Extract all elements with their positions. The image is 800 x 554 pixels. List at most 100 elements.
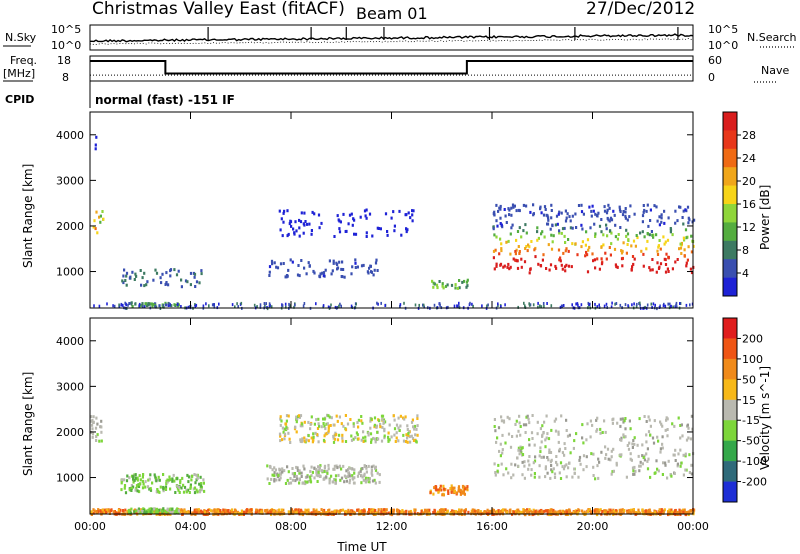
power-cell — [690, 250, 693, 254]
power-cell — [377, 227, 381, 230]
power-cell — [543, 305, 545, 308]
velocity-cell — [179, 479, 182, 483]
velocity-cell — [530, 473, 533, 477]
velocity-cell — [604, 456, 607, 460]
velocity-cell — [182, 490, 186, 494]
power-cell — [268, 265, 272, 269]
power-cell — [504, 303, 506, 307]
velocity-cell — [332, 440, 336, 444]
velocity-cell — [526, 510, 529, 513]
velocity-cell — [414, 439, 418, 443]
velocity-cell — [520, 510, 523, 514]
power-cell — [619, 226, 622, 229]
velocity-cell — [363, 511, 366, 514]
velocity-colorbar-label-3: 15 — [742, 394, 756, 407]
power-cell — [540, 305, 543, 309]
velocity-cell — [102, 510, 105, 514]
power-cell — [547, 243, 550, 247]
velocity-cell — [353, 476, 356, 480]
power-cell — [158, 304, 161, 308]
velocity-cell — [632, 469, 635, 473]
power-cell — [365, 231, 368, 235]
power-cell — [630, 244, 633, 248]
velocity-cell — [363, 474, 366, 478]
velocity-cell — [134, 476, 137, 480]
velocity-cell — [387, 439, 390, 443]
velocity-cell — [340, 467, 343, 471]
velocity-cell — [193, 491, 197, 495]
velocity-cell — [183, 485, 187, 489]
velocity-cell — [659, 450, 662, 454]
velocity-cell — [327, 414, 330, 418]
velocity-cell — [442, 484, 445, 488]
velocity-cell — [371, 479, 375, 483]
velocity-cell — [558, 471, 561, 475]
power-cell — [658, 265, 661, 269]
velocity-cell — [504, 441, 507, 445]
velocity-cell — [361, 467, 364, 470]
power-cell — [303, 211, 306, 215]
power-cell — [188, 305, 191, 309]
power-cell — [128, 276, 131, 280]
velocity-cell — [563, 464, 567, 468]
power-cell — [338, 230, 342, 234]
power-cell — [651, 233, 654, 237]
velocity-cell — [479, 510, 482, 514]
velocity-cell — [97, 508, 100, 512]
velocity-cell — [521, 460, 524, 464]
velocity-cell — [289, 481, 293, 485]
power-cell — [125, 274, 128, 278]
power-cell — [441, 282, 444, 286]
power-cell — [639, 231, 642, 235]
power-cell — [458, 301, 460, 305]
velocity-cell — [95, 416, 98, 420]
velocity-cell — [207, 508, 210, 512]
velocity-colorbar-swatch-2 — [723, 358, 737, 380]
power-cell — [559, 259, 562, 263]
velocity-cell — [377, 437, 380, 441]
velocity-cell — [579, 462, 582, 466]
power-cell — [372, 273, 375, 277]
velocity-cell — [308, 511, 311, 515]
power-cell — [687, 245, 690, 249]
power-cell — [602, 243, 605, 247]
power-cell — [662, 235, 665, 239]
velocity-cell — [646, 467, 650, 471]
velocity-cell — [550, 468, 553, 472]
power-cell — [498, 252, 501, 256]
power-cell — [605, 227, 608, 231]
power-cell — [124, 301, 126, 305]
power-cell — [562, 251, 565, 255]
velocity-cell — [521, 473, 524, 477]
power-cell — [411, 209, 414, 213]
velocity-cell — [501, 508, 505, 512]
power-cell — [368, 212, 372, 216]
power-cell — [676, 305, 678, 309]
velocity-cell — [528, 443, 531, 447]
power-cell — [125, 303, 128, 307]
velocity-cell — [677, 416, 680, 420]
velocity-cell — [294, 508, 297, 512]
power-cell — [528, 245, 531, 249]
velocity-cell — [336, 466, 339, 470]
velocity-cell — [507, 432, 511, 436]
power-cell — [405, 230, 408, 234]
power-cell — [147, 302, 150, 306]
velocity-cell — [180, 509, 183, 513]
velocity-cell — [341, 439, 344, 443]
power-cell — [231, 303, 234, 307]
velocity-cell — [660, 508, 663, 512]
velocity-cell — [181, 476, 184, 480]
power-cell — [465, 280, 469, 284]
velocity-cell — [499, 510, 502, 514]
velocity-cell — [317, 422, 320, 426]
velocity-cell — [471, 510, 474, 514]
power-cell — [422, 303, 424, 307]
velocity-cell — [280, 511, 283, 515]
velocity-cell — [613, 510, 616, 514]
velocity-cell — [558, 449, 561, 453]
velocity-cell — [636, 511, 639, 515]
velocity-cell — [619, 424, 622, 428]
velocity-cell — [548, 513, 551, 517]
